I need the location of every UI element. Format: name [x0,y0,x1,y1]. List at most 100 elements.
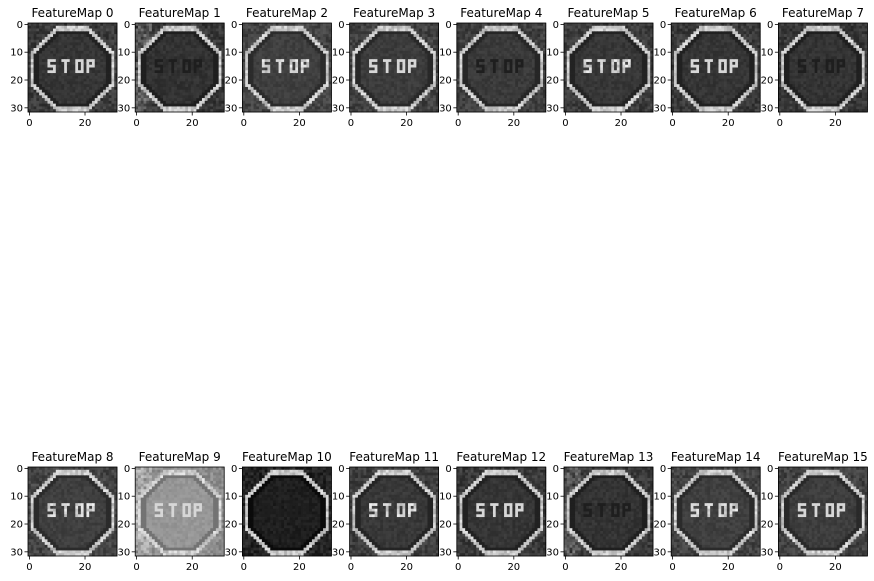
image-pixel [256,53,260,57]
image-pixel [264,61,268,66]
image-pixel [108,48,112,52]
image-pixel [163,70,167,74]
image-pixel [108,70,112,74]
image-pixel [363,56,367,60]
image-pixel [149,36,153,41]
image-pixel [58,70,62,74]
image-pixel [94,53,98,57]
image-pixel [433,92,437,96]
image-pixel [523,36,527,41]
image-pixel [193,84,197,88]
image-pixel [137,75,142,79]
image-pixel [391,53,395,57]
image-pixel [105,42,110,46]
image-pixel [204,64,208,68]
image-pixel [190,53,194,57]
image-pixel [512,73,516,77]
image-pixel [421,89,426,93]
image-pixel [501,73,505,77]
image-pixel [385,81,389,85]
image-pixel [498,78,502,82]
image-pixel [309,73,313,77]
image-pixel [317,45,321,49]
image-pixel [163,61,167,66]
image-pixel [33,42,37,46]
image-pixel [176,45,181,49]
image-pixel [402,70,406,74]
image-pixel [517,23,522,27]
image-pixel [284,75,288,79]
image-pixel [36,23,40,27]
image-pixel [456,34,460,38]
image-pixel [289,25,293,29]
image-pixel [506,84,510,88]
image-pixel [242,50,246,54]
image-pixel [413,25,417,29]
image-pixel [264,59,268,63]
image-pixel [360,45,364,49]
image-pixel [317,59,321,63]
image-pixel [303,56,307,60]
image-pixel [352,70,356,74]
image-pixel [168,73,172,77]
image-pixel [44,50,48,54]
image-pixel [250,36,254,41]
image-pixel [534,67,538,71]
image-pixel [91,86,96,91]
image-pixel [470,81,474,85]
image-pixel [534,75,538,79]
image-pixel [402,98,406,102]
image-pixel [413,100,417,105]
image-pixel [314,103,318,107]
image-pixel [303,59,307,63]
image-pixel [470,25,474,29]
image-pixel [534,53,538,57]
image-pixel [245,89,249,93]
image-pixel [529,45,533,49]
image-pixel [311,56,316,60]
image-pixel [157,48,161,52]
image-pixel [323,61,327,66]
image-pixel [253,45,257,49]
image-pixel [501,23,505,27]
image-pixel [114,103,118,107]
image-pixel [44,92,48,96]
image-pixel [108,50,112,54]
image-pixel [424,50,428,54]
image-pixel [36,92,40,96]
image-pixel [218,100,222,105]
image-pixel [456,28,460,32]
image-pixel [371,89,375,93]
image-pixel [44,75,48,79]
image-pixel [210,75,214,79]
image-pixel [151,70,156,74]
image-pixel [188,50,192,54]
image-pixel [242,75,246,79]
image-pixel [33,25,37,29]
image-pixel [250,48,254,52]
image-pixel [247,31,252,35]
image-pixel [64,23,68,27]
image-pixel [462,34,466,38]
image-pixel [476,53,480,57]
image-pixel [311,61,316,66]
image-pixel [221,86,225,91]
image-pixel [218,70,222,74]
image-pixel [36,34,40,38]
image-pixel [151,95,156,99]
image-pixel [171,34,175,38]
image-pixel [253,67,257,71]
image-pixel [292,36,296,41]
image-pixel [391,106,395,110]
image-pixel [380,98,384,102]
image-pixel [380,53,384,57]
image-pixel [196,23,200,27]
image-pixel [272,103,277,107]
image-pixel [105,81,110,85]
image-pixel [506,34,510,38]
image-pixel [256,45,260,49]
image-pixel [114,34,118,38]
image-pixel [501,86,505,91]
image-pixel [504,31,508,35]
image-pixel [396,89,401,93]
